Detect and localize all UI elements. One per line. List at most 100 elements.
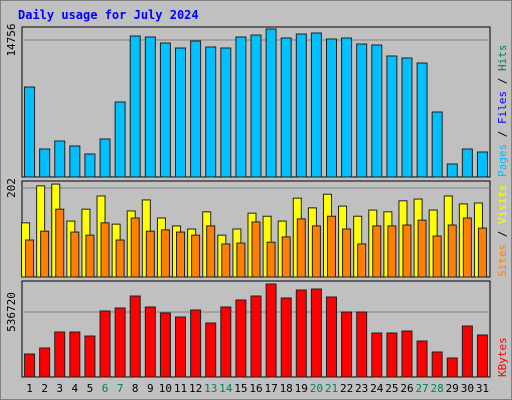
bar <box>476 151 488 178</box>
legend-separator: / <box>496 71 509 91</box>
bar <box>265 283 277 378</box>
bar <box>402 224 412 278</box>
bar <box>144 36 156 178</box>
bar <box>24 353 36 378</box>
bar <box>416 62 428 178</box>
x-tick-label: 21 <box>325 382 338 395</box>
x-tick-label: 10 <box>159 382 172 395</box>
bar <box>326 215 336 278</box>
bar <box>159 42 171 178</box>
bar <box>205 322 217 378</box>
bar <box>70 231 80 278</box>
bar <box>250 295 262 378</box>
bar <box>220 306 232 378</box>
bar <box>190 309 202 378</box>
bar <box>325 296 337 378</box>
legend: KBytes <box>496 337 509 377</box>
y-tick-label: 536720 <box>5 292 18 332</box>
bar <box>251 221 261 278</box>
bar <box>84 335 96 378</box>
x-tick-label: 5 <box>87 382 94 395</box>
legend: Sites / Visits <box>496 184 509 277</box>
x-tick-label: 29 <box>446 382 459 395</box>
bar <box>371 44 383 178</box>
legend-entry: Hits <box>496 45 509 72</box>
bar <box>431 351 443 378</box>
bar <box>24 86 36 178</box>
bar <box>432 235 442 278</box>
bar <box>371 332 383 378</box>
x-tick-label: 24 <box>370 382 384 395</box>
x-tick-label: 7 <box>117 382 124 395</box>
bar <box>236 242 246 278</box>
bar <box>476 334 488 378</box>
bar <box>446 163 458 178</box>
x-tick-label: 11 <box>174 382 187 395</box>
y-tick-label: 14756 <box>5 23 18 56</box>
bar <box>85 234 95 278</box>
bar <box>325 38 337 178</box>
bar <box>144 306 156 378</box>
legend-separator: / <box>496 224 509 244</box>
x-tick-label: 25 <box>385 382 398 395</box>
bar <box>431 111 443 178</box>
bar <box>129 295 141 378</box>
bar <box>477 227 487 278</box>
bar <box>40 230 50 278</box>
bar <box>191 234 201 278</box>
legend-separator: / <box>496 124 509 144</box>
x-tick-label: 4 <box>72 382 79 395</box>
x-tick-label: 6 <box>102 382 109 395</box>
bar <box>115 239 125 278</box>
bar <box>25 239 35 278</box>
bar <box>190 40 202 178</box>
x-tick-label: 8 <box>132 382 139 395</box>
bar <box>220 47 232 178</box>
legend-entry: Visits <box>496 184 509 224</box>
bar <box>39 148 51 178</box>
bar <box>250 34 262 178</box>
bar <box>296 218 306 278</box>
bar <box>69 331 81 378</box>
bar <box>84 153 96 178</box>
bar <box>54 331 66 378</box>
bar <box>221 243 231 278</box>
bar <box>280 37 292 178</box>
x-tick-label: 1 <box>26 382 33 395</box>
bar <box>446 357 458 378</box>
bar <box>266 241 276 278</box>
bar <box>159 312 171 378</box>
bar <box>100 222 110 278</box>
bar <box>39 347 51 378</box>
bar <box>235 36 247 178</box>
x-tick-label: 26 <box>400 382 413 395</box>
bar <box>176 231 186 278</box>
bar <box>205 46 217 178</box>
bar <box>235 299 247 378</box>
bar <box>206 225 216 278</box>
legend-entry: Sites <box>496 244 509 277</box>
bar <box>175 316 187 378</box>
bar <box>311 225 321 278</box>
bar <box>130 217 140 278</box>
x-tick-label: 27 <box>415 382 428 395</box>
bar <box>265 28 277 178</box>
bar <box>295 33 307 178</box>
bar <box>310 288 322 378</box>
x-tick-label: 17 <box>264 382 277 395</box>
bar <box>356 43 368 178</box>
bar <box>129 35 141 178</box>
bar <box>55 208 65 278</box>
legend-entry: KBytes <box>496 337 509 377</box>
y-tick-label: 202 <box>5 178 18 198</box>
x-tick-label: 14 <box>219 382 233 395</box>
bar <box>416 340 428 378</box>
x-tick-label: 20 <box>310 382 323 395</box>
bar <box>462 217 472 278</box>
x-tick-label: 15 <box>234 382 247 395</box>
bar <box>114 307 126 378</box>
legend: Pages / Files / Hits <box>496 45 509 178</box>
bar <box>417 219 427 278</box>
bar <box>341 311 353 378</box>
